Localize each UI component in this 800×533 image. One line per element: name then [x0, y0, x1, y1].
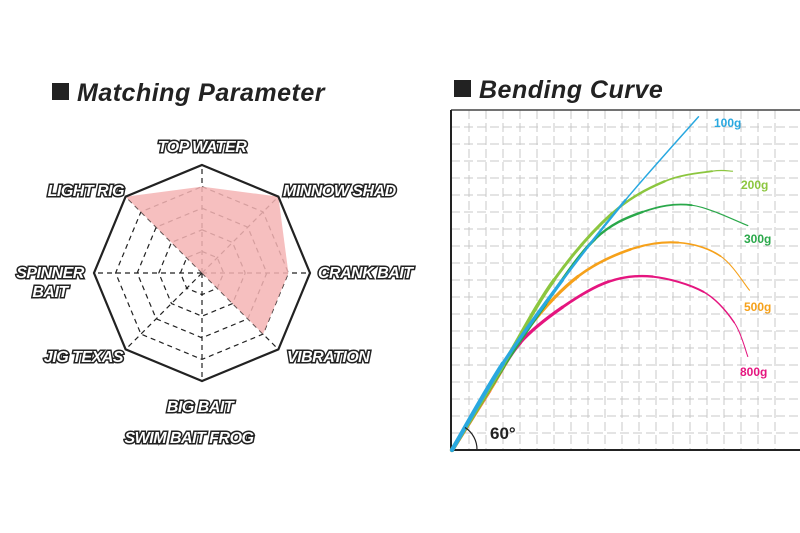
- bend-curve-300g: [593, 210, 644, 241]
- angle-label: 60°: [490, 424, 516, 443]
- bend-curve-200g: [552, 212, 614, 282]
- square-bullet-icon: [52, 83, 69, 100]
- series-label-300g: 300g: [744, 232, 771, 246]
- bend-curve-100g: [561, 198, 627, 282]
- axis-label-spinner: SPINNER: [16, 265, 85, 282]
- radar-ring: [158, 229, 246, 317]
- bend-curve-100g: [449, 361, 506, 453]
- bend-curve-100g: [501, 278, 565, 365]
- bend-curve-300g: [691, 204, 749, 227]
- bend-curve-300g: [641, 203, 693, 213]
- bend-curve-100g: [624, 116, 700, 201]
- series-label-800g: 800g: [740, 365, 767, 379]
- radar-spoke: [201, 272, 279, 350]
- axis-label-minnow-shad: MINNOW SHAD: [283, 183, 397, 200]
- bend-curve-500g: [629, 241, 680, 251]
- axis-label-top-water: TOP WATER: [158, 139, 247, 156]
- radar-ring: [114, 185, 290, 361]
- bend-curve-500g: [720, 255, 751, 291]
- angle-arc: [464, 426, 478, 451]
- axis-label-vibration: VIBRATION: [287, 349, 370, 366]
- series-label-200g: 200g: [741, 178, 768, 192]
- radar-outer-ring: [92, 163, 312, 383]
- matching-parameter-title: Matching Parameter: [52, 79, 325, 108]
- axis-label-light-rig: LIGHT RIG: [48, 183, 124, 200]
- axis-label-crank-bait: CRANK BAIT: [318, 265, 414, 282]
- square-bullet-icon: [454, 80, 471, 97]
- axis-label-big-bait: BIG BAIT: [167, 399, 235, 416]
- bending-curve-title: Bending Curve: [454, 76, 663, 105]
- bend-curve-200g: [711, 169, 734, 172]
- bend-curve-500g: [576, 248, 632, 278]
- bend-curve-800g: [607, 274, 654, 283]
- axis-label-spinner-bait: BAIT: [32, 284, 69, 301]
- bend-curve-800g: [651, 275, 705, 293]
- axis-label-jig-texas: JIG TEXAS: [44, 349, 124, 366]
- bend-curve-800g: [702, 291, 735, 324]
- series-label-500g: 500g: [744, 300, 771, 314]
- radar-value-area: [125, 186, 289, 335]
- bend-curve-800g: [518, 305, 565, 345]
- bend-curve-800g: [561, 280, 610, 309]
- bend-curve-200g: [663, 170, 713, 183]
- axis-label-swim-bait-frog: SWIM BAIT FROG: [125, 430, 254, 447]
- bend-curve-500g: [677, 241, 722, 258]
- series-label-100g: 100g: [714, 116, 741, 130]
- bend-curve-800g: [733, 321, 749, 358]
